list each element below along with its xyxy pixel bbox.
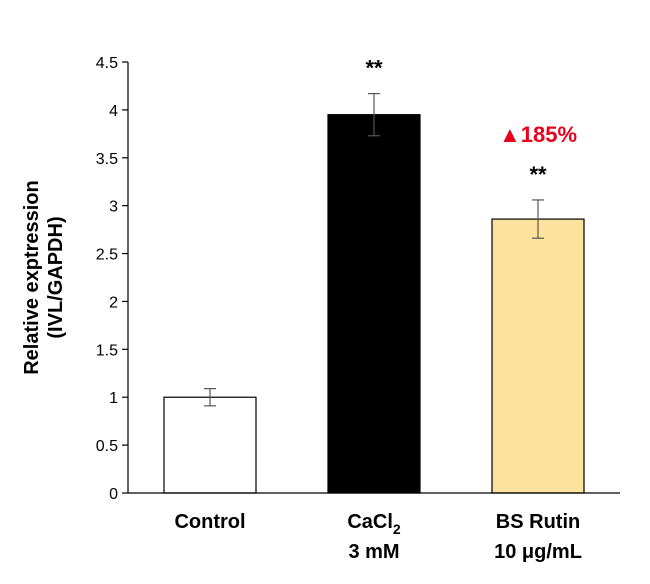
y-tick-label: 4.5 (96, 55, 118, 72)
significance-marker: ** (365, 56, 383, 81)
y-tick-label: 1 (109, 390, 118, 407)
y-tick-label: 1.5 (96, 342, 118, 359)
y-axis-label: (IVL/GAPDH) (45, 216, 67, 338)
bar (163, 396, 257, 494)
y-axis-title: Relative exptression (IVL/GAPDH) (21, 180, 67, 375)
category-labels: Control CaCl2 3 mM BS Rutin 10 μg/mL (174, 511, 581, 563)
y-tick-label: 2.5 (96, 247, 118, 264)
y-tick-label: 0.5 (96, 438, 118, 455)
error-bars (204, 93, 544, 407)
percent-annotation: ▲185% (499, 122, 577, 147)
y-tick-label: 4 (109, 103, 118, 120)
category-label: BS Rutin (496, 511, 580, 533)
significance-marker: ** (529, 162, 547, 187)
category-label: Control (174, 511, 245, 533)
y-tick-label: 0 (109, 486, 118, 503)
category-label-line2: 3 mM (348, 541, 399, 563)
y-axis: 0 0.5 1 1.5 2 2.5 3 3.5 4 4.5 (96, 55, 129, 503)
y-axis-label: Relative exptression (21, 180, 43, 375)
annotations: ** ** ▲185% (365, 56, 577, 187)
bar (327, 114, 421, 494)
y-tick-label: 3.5 (96, 151, 118, 168)
bar (491, 218, 585, 494)
category-label-line2: 10 μg/mL (494, 541, 582, 563)
category-label: CaCl2 (347, 511, 401, 537)
bars (163, 114, 585, 494)
y-tick-label: 2 (109, 294, 118, 311)
y-tick-label: 3 (109, 199, 118, 216)
